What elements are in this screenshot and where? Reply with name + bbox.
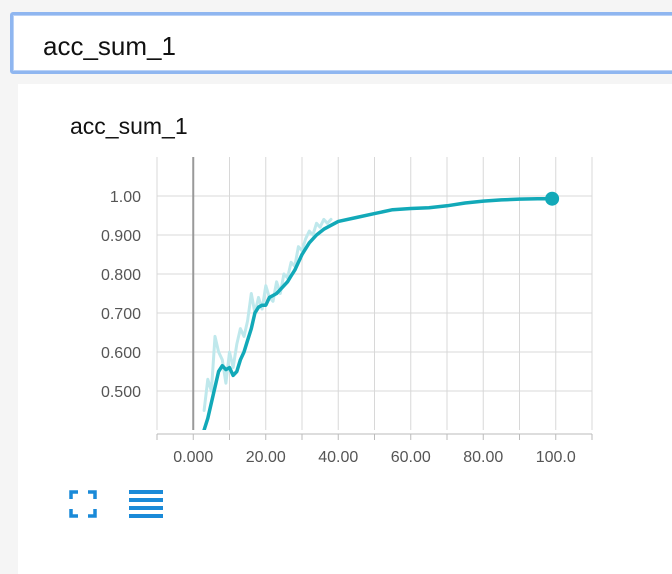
current-point-marker xyxy=(545,191,560,206)
data-table-button[interactable] xyxy=(128,488,164,522)
y-tick-label: 0.500 xyxy=(101,384,141,401)
x-tick-label: 80.00 xyxy=(463,449,503,466)
x-tick-label: 60.00 xyxy=(391,449,431,466)
x-tick-label: 100.0 xyxy=(536,449,576,466)
y-tick-label: 0.600 xyxy=(101,345,141,362)
chart-title: acc_sum_1 xyxy=(70,113,188,139)
search-input-value: acc_sum_1 xyxy=(43,31,176,61)
x-tick-label: 40.00 xyxy=(318,449,358,466)
list-icon xyxy=(129,490,163,518)
x-tick-label: 20.00 xyxy=(246,449,286,466)
y-tick-label: 0.800 xyxy=(101,267,141,284)
y-tick-label: 0.900 xyxy=(101,228,141,245)
chart-card xyxy=(18,84,672,574)
search-input[interactable]: acc_sum_1 xyxy=(10,12,672,74)
y-tick-label: 0.700 xyxy=(101,306,141,323)
y-tick-label: 1.00 xyxy=(110,189,141,206)
fullscreen-button[interactable] xyxy=(68,489,98,519)
x-tick-label: 0.000 xyxy=(173,449,213,466)
smoothed-series-line xyxy=(202,196,554,430)
raw-series-line xyxy=(202,217,333,412)
fullscreen-icon xyxy=(69,490,97,518)
